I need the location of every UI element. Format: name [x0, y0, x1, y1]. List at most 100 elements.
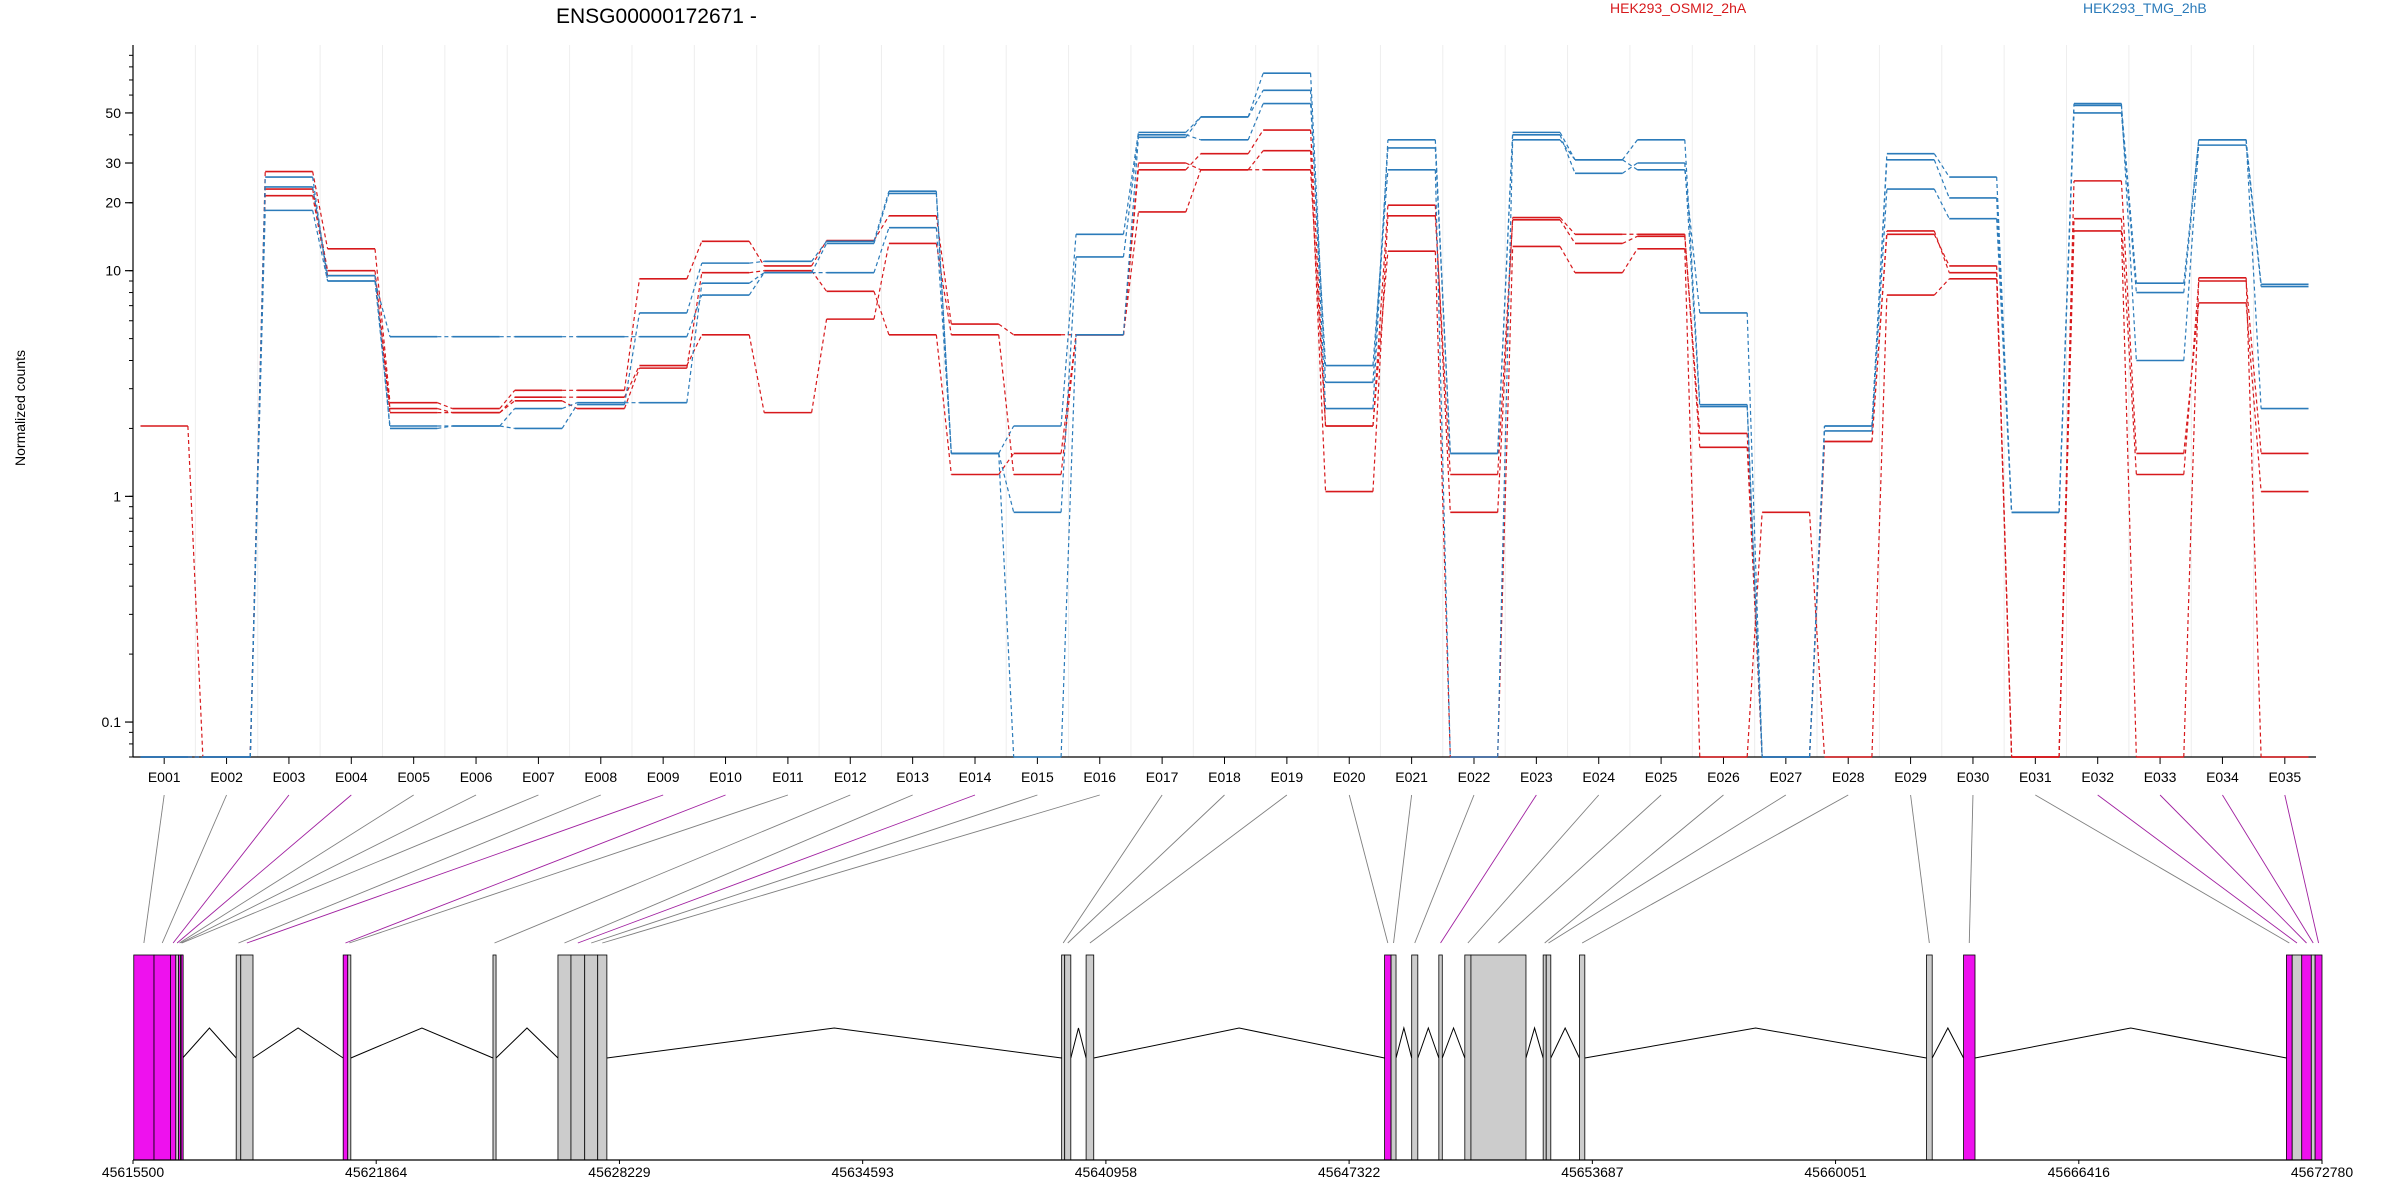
genome-tick-label: 45647322: [1318, 1164, 1381, 1180]
series-connector: [561, 404, 578, 429]
exon-box: [2291, 954, 2303, 1161]
exon-box: [597, 954, 608, 1161]
series-connector: [2120, 103, 2137, 361]
x-tick-label: E002: [210, 769, 243, 785]
exon-box: [557, 954, 572, 1161]
series-connector: [1622, 159, 1638, 171]
chart-title: ENSG00000172671 -: [556, 5, 757, 28]
series-connector: [1871, 189, 1888, 431]
genome-tick-label: 45666416: [2048, 1164, 2111, 1180]
series-connector: [686, 272, 703, 369]
intron: [1441, 1026, 1466, 1059]
series-connector: [2120, 218, 2137, 475]
intron: [1395, 1026, 1413, 1059]
series-connector: [1808, 425, 1826, 758]
exon-connector: [1910, 794, 1930, 944]
series-connector: [1247, 73, 1264, 118]
exon-connector: [1467, 794, 1600, 944]
exon-connectors: [143, 794, 2319, 944]
series-connector: [811, 240, 828, 267]
series-connector: [1933, 230, 1950, 273]
series-connector: [686, 283, 703, 403]
series-connector: [1060, 334, 1077, 454]
genome-tick-label: 45628229: [588, 1164, 651, 1180]
exon-connector: [172, 794, 290, 944]
x-tick-label: E029: [1894, 769, 1927, 785]
exon-connector: [238, 794, 601, 944]
series-connector: [811, 319, 828, 413]
series-connector: [748, 272, 765, 296]
intron: [182, 1027, 237, 1059]
exon-connector: [577, 794, 976, 944]
intron: [1584, 1027, 1927, 1059]
series-connector: [748, 334, 765, 413]
x-tick-label: E015: [1021, 769, 1054, 785]
series-connector: [1185, 162, 1202, 171]
y-axis: 0.1 1 10 20 30 50: [102, 45, 134, 758]
series-connector: [437, 402, 453, 410]
exon-box: [1470, 954, 1527, 1161]
series-connector: [2183, 280, 2200, 475]
exon-box: [1926, 954, 1933, 1161]
exon-box: [570, 954, 586, 1161]
series-connector: [499, 400, 516, 414]
series-connector: [2120, 180, 2137, 454]
intron: [606, 1027, 1062, 1059]
series-connector: [1684, 248, 1701, 758]
y-tick-label: 50: [105, 105, 121, 121]
series-connector: [1309, 73, 1327, 383]
x-tick-label: E033: [2144, 769, 2177, 785]
series-connector: [561, 402, 578, 410]
series-connector: [1434, 139, 1451, 454]
exon-box: [1061, 954, 1066, 1161]
x-tick-label: E032: [2081, 769, 2114, 785]
exon-connector: [1548, 794, 1787, 944]
exon-box: [2310, 954, 2316, 1161]
series-connector: [1622, 162, 1638, 174]
exon-box: [2301, 954, 2312, 1161]
genome-tick-label: 45621864: [345, 1164, 408, 1180]
x-tick-label: E027: [1769, 769, 1802, 785]
exon-connector: [1498, 794, 1662, 944]
series-connector: [499, 389, 516, 409]
x-tick-label: E014: [959, 769, 992, 785]
x-tick-label: E008: [584, 769, 617, 785]
series-connector: [1185, 169, 1202, 213]
intron: [350, 1027, 494, 1059]
grid-lines: [194, 45, 2255, 757]
exon-connector: [1544, 794, 1724, 944]
x-tick-label: E017: [1146, 769, 1179, 785]
exon-box: [1438, 954, 1443, 1161]
x-tick-label: E031: [2019, 769, 2052, 785]
series-connector: [1122, 132, 1140, 235]
intron: [1417, 1026, 1440, 1059]
exon-connector: [2284, 794, 2319, 944]
exon-connector: [591, 794, 1038, 944]
x-tick-label: E016: [1083, 769, 1116, 785]
series-line: [140, 72, 2309, 758]
x-tick-label: E006: [460, 769, 493, 785]
exon-connector: [1062, 794, 1163, 944]
series-connector: [1871, 153, 1888, 427]
series-connector: [998, 453, 1015, 758]
series-connector: [312, 210, 329, 282]
series-connector: [998, 453, 1015, 513]
series-connector: [1621, 248, 1638, 273]
exon-box: [2286, 954, 2293, 1161]
legend-item-tmg: HEK293_TMG_2hB: [2083, 0, 2207, 16]
x-tick-label: E034: [2206, 769, 2239, 785]
x-tick-label: E026: [1707, 769, 1740, 785]
genome-axis: 45615500 45621864 45628229 45634593 45640958…: [102, 1159, 2353, 1180]
series-connector: [1060, 256, 1077, 513]
x-tick-label: E025: [1645, 769, 1678, 785]
series-connector: [1309, 129, 1327, 427]
exon-box: [1464, 954, 1472, 1161]
series-connector: [374, 275, 391, 429]
series-connector: [873, 215, 890, 241]
series-connector: [1372, 139, 1389, 409]
series-lines: [140, 72, 2309, 758]
x-tick-label: E019: [1271, 769, 1304, 785]
exon-box: [175, 954, 179, 1161]
exon-connector: [1440, 794, 1537, 944]
series-connector: [873, 243, 890, 320]
